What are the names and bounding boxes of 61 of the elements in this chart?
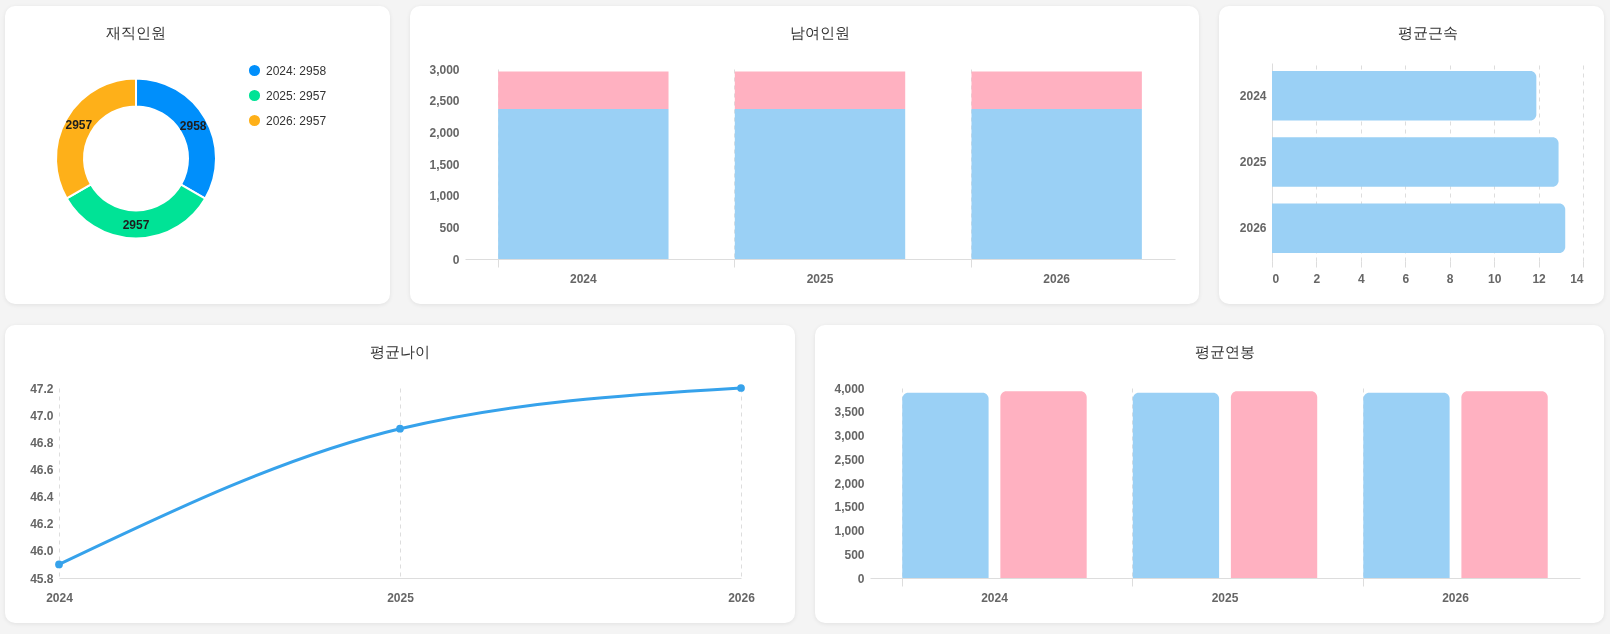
y-tick-label: 2025 <box>1239 155 1267 169</box>
y-tick-label: 1,000 <box>834 524 865 538</box>
x-tick-label: 2025 <box>387 590 415 605</box>
y-tick-label: 2024 <box>1239 88 1267 103</box>
data-label: 2958 <box>179 118 207 133</box>
chart-title: 평균근속 <box>1397 24 1458 41</box>
bar <box>1272 70 1537 121</box>
y-tick-label: 1,500 <box>834 500 865 515</box>
x-tick-label: 12 <box>1532 271 1547 286</box>
x-tick-label: 2026 <box>1442 590 1470 605</box>
point <box>737 384 745 392</box>
x-tick-label: 2024 <box>981 590 1009 605</box>
y-tick-label: 45.8 <box>30 571 54 586</box>
y-tick-label: 46.4 <box>30 490 54 505</box>
y-tick-label: 2026 <box>1239 221 1267 236</box>
legend-label: 2026: 2957 <box>266 113 327 128</box>
y-tick-label: 47.2 <box>30 381 54 396</box>
y-tick-label: 1,500 <box>429 157 460 172</box>
y-tick-label: 0 <box>857 571 865 586</box>
x-tick-label: 2025 <box>806 271 834 286</box>
x-tick-label: 2 <box>1313 271 1321 286</box>
y-tick-label: 4,000 <box>834 381 865 396</box>
y-tick-label: 46.0 <box>30 544 54 559</box>
bar <box>1272 137 1559 187</box>
y-tick-label: 46.6 <box>30 462 54 477</box>
chart-title: 재직인원 <box>106 24 166 41</box>
y-tick-label: 500 <box>844 547 865 562</box>
y-tick-label: 0 <box>452 252 460 267</box>
data-label: 2957 <box>122 217 150 232</box>
bar <box>1272 203 1566 254</box>
x-tick-label: 14 <box>1570 271 1584 286</box>
legend-label: 2024: 2958 <box>266 63 327 78</box>
chart-title: 평균연봉 <box>1195 343 1255 360</box>
x-tick-label: 10 <box>1487 271 1502 286</box>
x-tick-label: 0 <box>1272 271 1280 286</box>
y-tick-label: 2,000 <box>429 125 460 140</box>
chart-title: 남여인원 <box>790 24 850 41</box>
y-tick-label: 46.2 <box>30 517 54 532</box>
y-tick-label: 3,000 <box>834 429 865 443</box>
point <box>396 424 404 433</box>
x-tick-label: 4 <box>1358 271 1366 286</box>
x-tick-label: 2026 <box>728 590 756 605</box>
x-tick-label: 2024 <box>569 271 597 286</box>
point <box>55 560 63 569</box>
y-tick-label: 1,000 <box>429 189 460 204</box>
legend-label: 2025: 2957 <box>266 88 327 103</box>
y-tick-label: 2,500 <box>429 94 460 109</box>
y-tick-label: 2,500 <box>834 452 865 467</box>
x-tick-label: 2024 <box>46 590 74 605</box>
y-tick-label: 47.0 <box>30 408 54 423</box>
chart-title: 평균나이 <box>370 343 430 360</box>
x-tick-label: 2026 <box>1043 271 1071 286</box>
x-tick-label: 2025 <box>1211 590 1239 605</box>
y-tick-label: 2,000 <box>834 476 865 491</box>
y-tick-label: 46.8 <box>30 435 54 450</box>
y-tick-label: 500 <box>439 220 460 235</box>
y-tick-label: 3,500 <box>834 405 865 420</box>
x-tick-label: 8 <box>1446 271 1454 286</box>
x-tick-label: 6 <box>1402 271 1410 286</box>
data-label: 2957 <box>65 118 93 133</box>
y-tick-label: 3,000 <box>429 62 460 77</box>
